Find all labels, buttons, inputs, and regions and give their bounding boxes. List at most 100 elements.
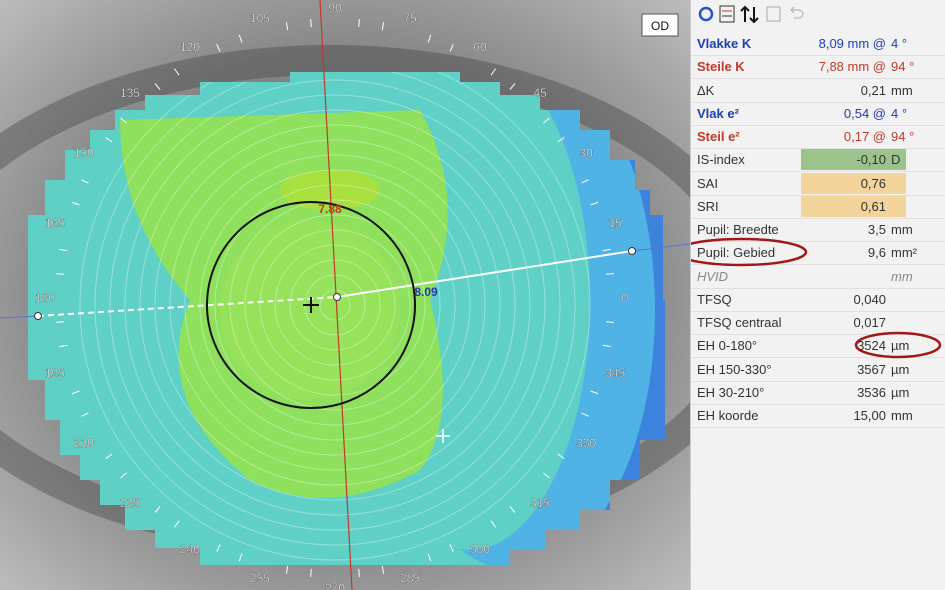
sort-button[interactable] [740,5,759,24]
row-value: 8,09 mm @ [818,36,886,51]
angle-tick [590,390,599,395]
angle-label: 105 [250,11,270,25]
flat-axis [336,250,633,298]
angle-tick [590,201,599,206]
refresh-button[interactable] [698,6,714,22]
row-label: Steile K [697,59,745,75]
angle-tick [105,453,113,460]
ring [184,154,486,456]
row-label: Vlak e² [697,105,739,121]
row-label: TFSQ centraal [697,315,782,330]
flat-label: 8.09 [414,285,438,299]
row-unit: D [891,152,901,168]
angle-tick [173,68,180,76]
angle-label: 180 [35,291,55,305]
row-value: 0,017 [853,315,886,330]
ring [259,229,411,381]
row-value: 3,5 [867,222,886,237]
angle-tick [381,22,385,31]
ring [139,109,531,501]
angle-label: 195 [45,366,65,380]
angle-label: 285 [400,571,420,585]
angle-tick [449,544,454,552]
settings-button[interactable] [719,5,735,23]
parameter-row: SAI 0,76 [691,172,945,196]
parameter-row: Vlakke K 8,09 mm @ 4 ° [691,32,945,56]
parameter-row: EH 30-210° 3536 µm [691,381,945,405]
row-label: EH 30-210° [697,384,765,400]
toolbar [698,5,804,24]
parameter-row: SRI 0,61 [691,195,945,219]
parameter-row: TFSQ 0,040 [691,288,945,312]
angle-tick [238,553,243,562]
row-label: EH koorde [697,408,759,423]
angle-tick [71,390,80,395]
row-unit: mm [891,408,913,423]
axis-extension [631,243,690,252]
parameter-row: Vlak e² 0,54 @ 4 ° [691,102,945,126]
eye-label: OD [651,19,669,33]
angle-label: 315 [530,496,550,510]
angle-label: 330 [576,436,596,450]
value-highlight [801,172,906,194]
undo-button[interactable] [790,6,804,19]
row-unit: µm [891,384,910,400]
angle-scale: 9075604530150345330315300285270255240225… [35,1,629,590]
angle-tick [56,321,65,323]
ring [169,139,501,471]
value-highlight [801,195,906,217]
pupil-center [303,297,319,313]
angle-tick [490,68,497,76]
angle-tick [285,565,289,574]
parameter-row: IS-index -0,10 D [691,148,945,173]
angle-tick [602,248,611,252]
parameter-row: HVID mm [691,265,945,289]
pupil-circle [206,201,416,409]
axis-endpoint [34,312,42,320]
angle-tick [120,472,127,479]
ring [289,259,381,351]
row-unit: µm [891,338,910,354]
row-value: 0,61 [860,198,886,214]
ring [79,72,591,561]
row-label: Vlakke K [697,36,752,51]
axis-endpoint [628,247,636,255]
angle-tick [59,344,68,348]
ring [319,289,351,321]
row-unit: 4 ° [891,105,908,121]
angle-tick [557,136,565,143]
angle-tick [358,19,360,28]
angle-label: 30 [579,146,593,160]
row-unit: mm² [891,245,917,261]
parameter-row: EH 150-330° 3567 µm [691,358,945,382]
row-value: 0,76 [860,175,886,191]
ring [274,244,396,366]
save-button[interactable] [766,6,781,22]
marker-cross [436,429,450,443]
angle-label: 135 [120,86,140,100]
angle-tick [81,179,89,184]
row-value: 9,6 [867,245,886,261]
parameter-row: ΔK 0,21 mm [691,79,945,103]
axis-extension [0,315,41,319]
parameter-row: Steile K 7,88 mm @ 94 ° [691,55,945,80]
angle-tick [381,565,385,574]
ring [94,72,576,546]
angle-label: 255 [250,571,270,585]
angle-tick [557,453,565,460]
row-label: HVID [697,268,729,284]
angle-tick [238,34,243,43]
ring [109,79,561,531]
ring [154,124,516,486]
angle-label: 0 [622,291,629,305]
angle-tick [358,568,360,577]
row-label: SAI [697,175,718,191]
angle-tick [285,22,289,31]
angle-tick [71,201,80,206]
angle-tick [173,520,180,528]
angle-tick [543,117,550,124]
angle-tick [509,506,516,513]
angle-tick [154,506,161,513]
row-value: 0,040 [853,291,886,307]
